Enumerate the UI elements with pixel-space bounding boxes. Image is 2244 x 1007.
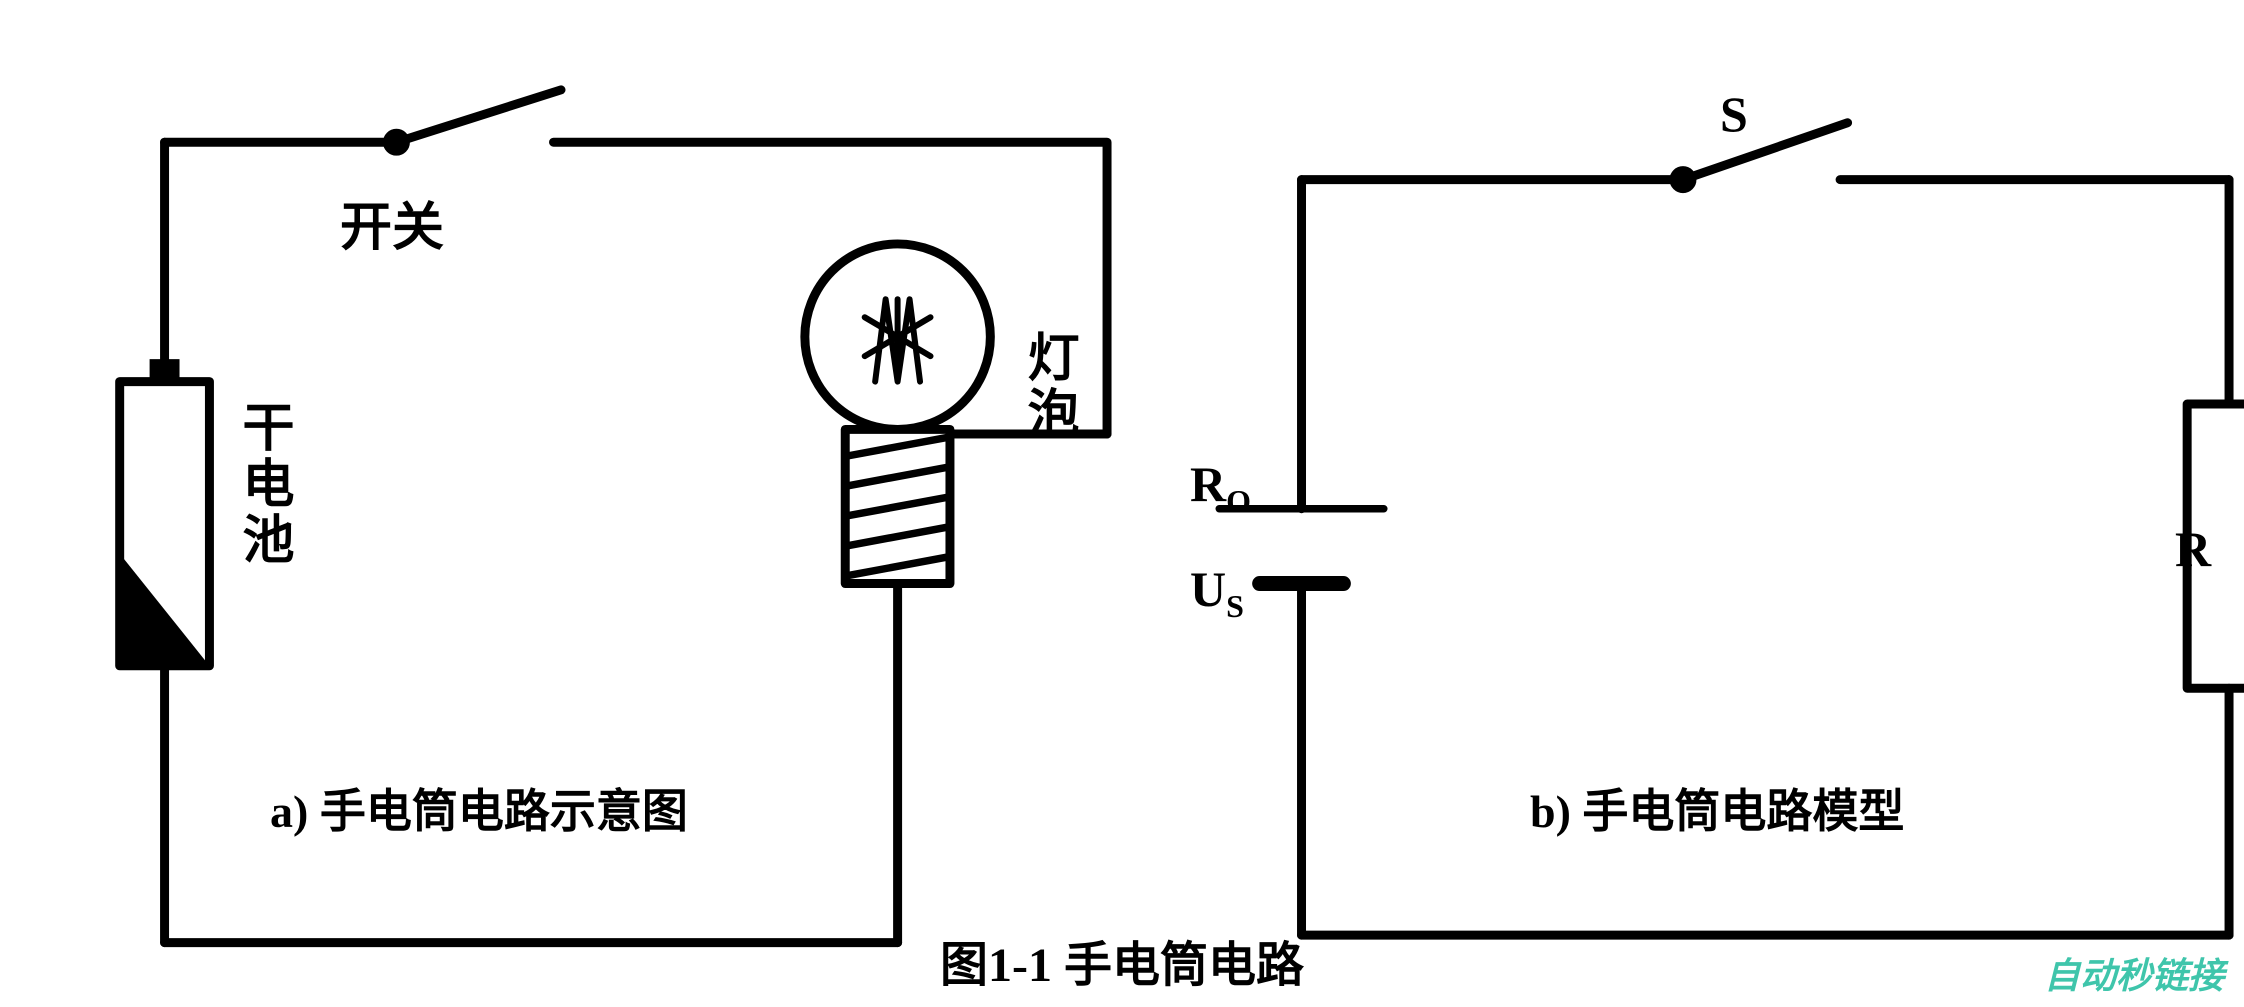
- r0-label: RO: [1190, 455, 1251, 520]
- bulb-label: 灯泡: [1010, 330, 1085, 442]
- figure-title: 图1-1 手电筒电路: [0, 925, 2244, 995]
- battery-label: 干电池: [225, 400, 300, 568]
- caption-a: a) 手电筒电路示意图: [270, 775, 688, 841]
- diagram-canvas: [0, 0, 2244, 1007]
- battery-icon: [120, 359, 210, 666]
- switch-label-a: 开关: [340, 185, 444, 260]
- switch-label-b: S: [1720, 85, 1748, 143]
- us-label: US: [1190, 560, 1244, 625]
- r-label: R: [2175, 520, 2211, 578]
- caption-b: b) 手电筒电路模型: [1530, 775, 1904, 841]
- watermark: 自动秒链接: [2044, 947, 2224, 999]
